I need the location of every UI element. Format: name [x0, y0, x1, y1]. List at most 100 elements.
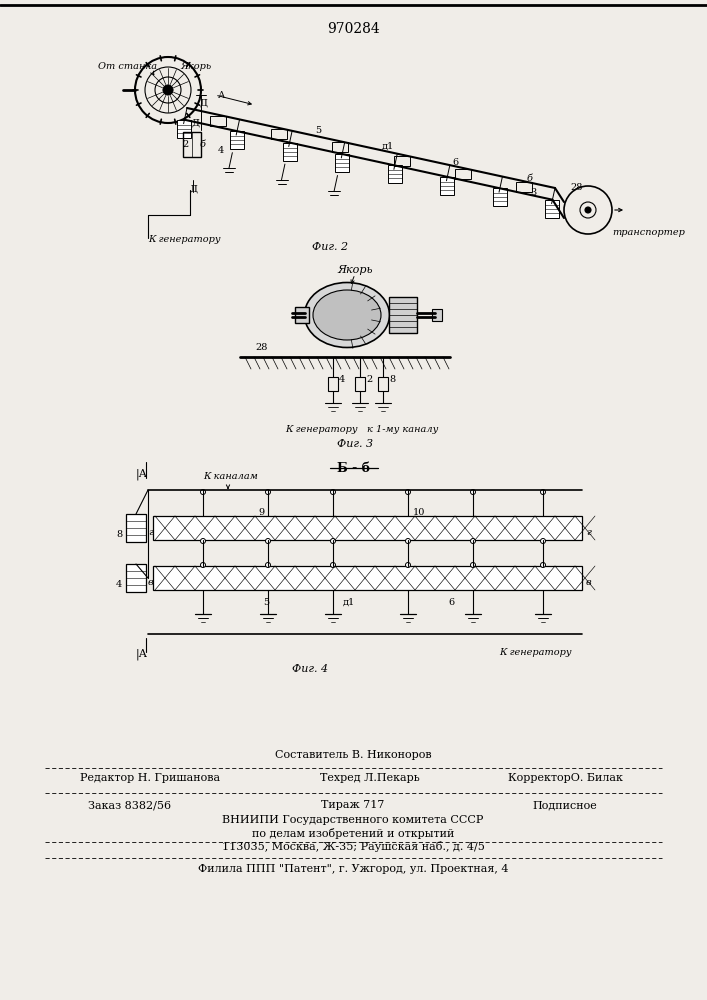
- Bar: [394, 156, 409, 166]
- Text: Подписное: Подписное: [532, 800, 597, 810]
- Circle shape: [266, 562, 271, 568]
- Text: Тираж 717: Тираж 717: [321, 800, 385, 810]
- Text: 6: 6: [448, 598, 454, 607]
- Circle shape: [406, 538, 411, 544]
- Circle shape: [266, 489, 271, 494]
- Text: А: А: [218, 91, 226, 100]
- Text: транспортер: транспортер: [612, 228, 685, 237]
- Text: |А: |А: [136, 648, 148, 660]
- Ellipse shape: [313, 290, 381, 340]
- Text: Заказ 8382/56: Заказ 8382/56: [88, 800, 172, 810]
- Bar: [389, 297, 417, 333]
- Circle shape: [470, 562, 476, 568]
- Text: 4: 4: [339, 375, 345, 384]
- Text: Якорь: Якорь: [337, 265, 373, 275]
- Bar: [455, 169, 471, 179]
- Bar: [126, 564, 146, 592]
- Text: 8: 8: [116, 530, 122, 539]
- Text: 5: 5: [263, 598, 269, 607]
- Text: Фиг. 3: Фиг. 3: [337, 439, 373, 449]
- Circle shape: [406, 489, 411, 494]
- Text: к 1-му каналу: к 1-му каналу: [367, 425, 438, 434]
- Text: д1: д1: [343, 598, 355, 607]
- Text: 5: 5: [315, 126, 321, 135]
- Circle shape: [470, 538, 476, 544]
- Text: 113035, Москва, Ж-35; Раушская наб., д. 4/5: 113035, Москва, Ж-35; Раушская наб., д. …: [221, 841, 484, 852]
- Text: К генератору: К генератору: [285, 425, 358, 434]
- Text: 9: 9: [258, 508, 264, 517]
- Bar: [295, 307, 309, 323]
- Bar: [516, 182, 532, 192]
- Bar: [283, 143, 297, 161]
- Text: 970284: 970284: [327, 22, 380, 36]
- Bar: [328, 377, 338, 391]
- Circle shape: [330, 489, 336, 494]
- Text: Техред Л.Пекарь: Техред Л.Пекарь: [320, 773, 420, 783]
- Text: К генератору: К генератору: [148, 235, 221, 244]
- Bar: [230, 131, 244, 149]
- Text: г: г: [148, 528, 153, 537]
- Text: КорректорО. Билак: КорректорО. Билак: [508, 773, 622, 783]
- Bar: [493, 188, 507, 206]
- Circle shape: [266, 538, 271, 544]
- Text: Б - б: Б - б: [337, 462, 370, 475]
- Text: г: г: [586, 528, 591, 537]
- Circle shape: [540, 562, 546, 568]
- Text: Д: Д: [192, 119, 200, 128]
- Text: Д: Д: [190, 185, 198, 194]
- Ellipse shape: [305, 282, 390, 348]
- Text: д1: д1: [382, 142, 395, 151]
- Text: От станка: От станка: [98, 62, 158, 71]
- Text: 28: 28: [570, 183, 583, 192]
- Text: |А: |А: [136, 468, 148, 480]
- Bar: [355, 377, 365, 391]
- Text: в: в: [148, 578, 153, 587]
- Text: по делам изобретений и открытий: по делам изобретений и открытий: [252, 828, 454, 839]
- Bar: [335, 154, 349, 172]
- Bar: [387, 165, 402, 183]
- Circle shape: [585, 207, 591, 213]
- Text: ВНИИПИ Государственного комитета СССР: ВНИИПИ Государственного комитета СССР: [222, 815, 484, 825]
- Text: 8: 8: [389, 375, 395, 384]
- Text: 2: 2: [182, 140, 188, 149]
- Text: Д: Д: [200, 99, 208, 108]
- Bar: [126, 514, 146, 542]
- Bar: [332, 142, 349, 152]
- Bar: [177, 120, 192, 138]
- Text: 4: 4: [116, 580, 122, 589]
- Bar: [210, 116, 226, 126]
- Bar: [440, 177, 455, 195]
- Circle shape: [201, 489, 206, 494]
- Text: 28: 28: [255, 343, 267, 352]
- Circle shape: [330, 562, 336, 568]
- Text: Составитель В. Никоноров: Составитель В. Никоноров: [275, 750, 431, 760]
- Bar: [153, 566, 582, 590]
- Text: К каналам: К каналам: [203, 472, 258, 481]
- Text: Фиг. 2: Фиг. 2: [312, 242, 348, 252]
- Text: 3: 3: [530, 188, 536, 197]
- Text: б: б: [200, 140, 206, 149]
- Bar: [432, 309, 442, 321]
- Text: 2: 2: [366, 375, 373, 384]
- Circle shape: [540, 489, 546, 494]
- Text: 4: 4: [218, 146, 224, 155]
- Circle shape: [540, 538, 546, 544]
- Text: 6: 6: [452, 158, 458, 167]
- Text: Якорь: Якорь: [180, 62, 211, 71]
- Circle shape: [201, 562, 206, 568]
- Bar: [378, 377, 388, 391]
- Bar: [546, 200, 559, 218]
- Bar: [271, 129, 287, 139]
- Circle shape: [470, 489, 476, 494]
- Circle shape: [201, 538, 206, 544]
- Circle shape: [163, 85, 173, 95]
- Text: К генератору: К генератору: [500, 648, 572, 657]
- Text: б: б: [527, 174, 533, 183]
- Circle shape: [330, 538, 336, 544]
- Text: Редактор Н. Гришанова: Редактор Н. Гришанова: [80, 773, 220, 783]
- Text: Фиг. 4: Фиг. 4: [292, 664, 328, 674]
- Bar: [183, 132, 201, 157]
- Text: в: в: [586, 578, 592, 587]
- Text: 10: 10: [413, 508, 426, 517]
- Circle shape: [406, 562, 411, 568]
